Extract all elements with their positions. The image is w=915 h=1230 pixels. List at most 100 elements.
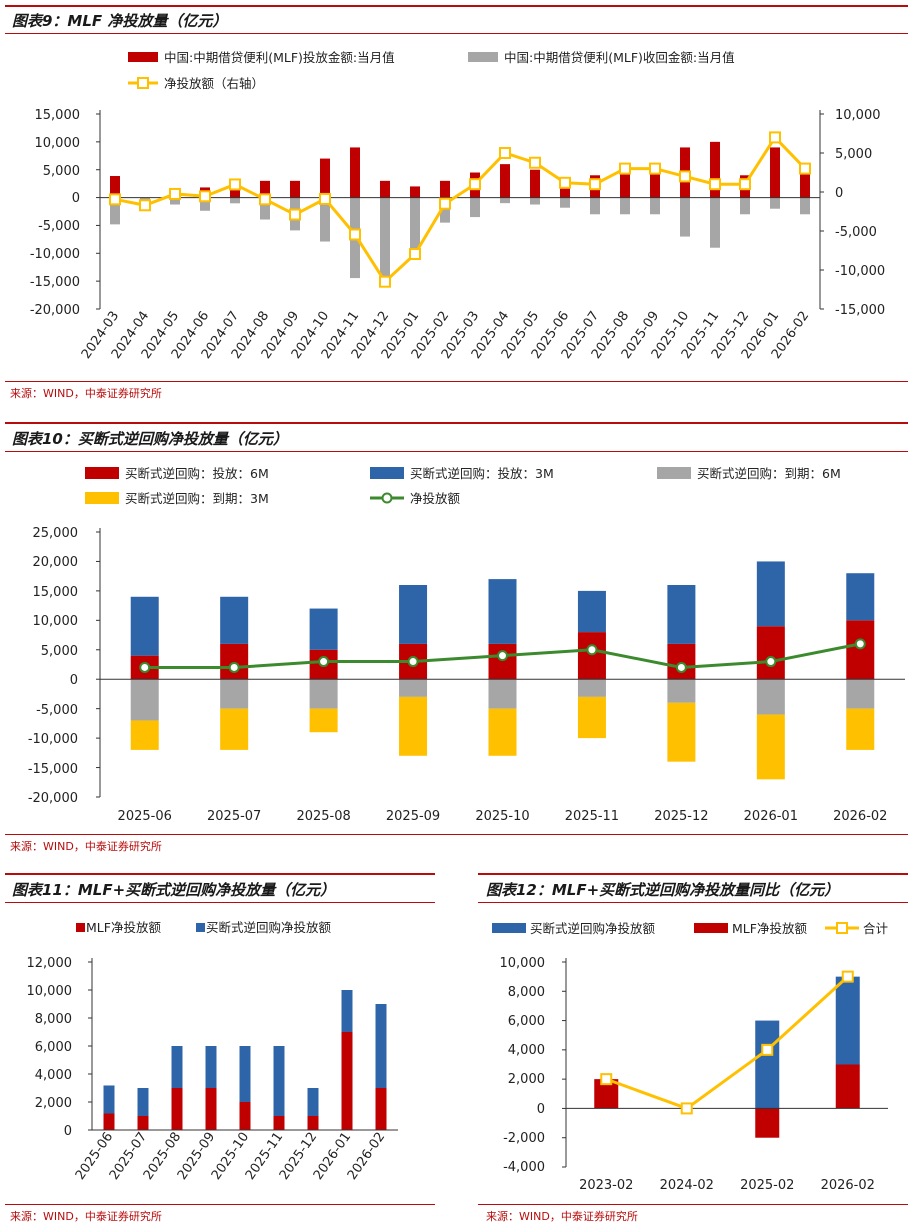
mlf-redeem-bar-2025-02 bbox=[440, 197, 450, 223]
mlf-issue-bar-2025-11 bbox=[710, 141, 720, 198]
chart11-axis: 12,000 10,000 8,000 6,000 4,000 2,000 0 bbox=[27, 956, 73, 1139]
rrp-6m-mature-bar-2025-11 bbox=[577, 679, 606, 697]
rrp11-bar-2026-01 bbox=[341, 990, 353, 1032]
tick12-2000: 2,000 bbox=[508, 1072, 545, 1087]
mlf-redeem-bar-2025-10 bbox=[680, 197, 690, 237]
chart10-title: 图表10：买断式逆回购净投放量（亿元） bbox=[12, 430, 288, 448]
net10-point-2025-06 bbox=[139, 661, 151, 673]
mlf-issue-bar-2024-12 bbox=[380, 180, 390, 198]
chart9-title: 图表9：MLF 净投放量（亿元） bbox=[12, 12, 228, 30]
mlf-redeem-bar-2025-08 bbox=[620, 197, 630, 215]
tick-left-15000: 15,000 bbox=[35, 108, 81, 123]
chart11-legend: MLF净投放额 买断式逆回购净投放额 bbox=[76, 920, 332, 935]
rrp11-bar-2025-12 bbox=[307, 1088, 319, 1116]
net-point-2026-01 bbox=[769, 131, 781, 144]
total12-point-2024-02 bbox=[680, 1102, 693, 1115]
mlf11-bar-2025-07 bbox=[137, 1116, 149, 1130]
rrp-6m-issue-bar-2025-11 bbox=[577, 632, 606, 680]
net-point-2024-12 bbox=[379, 275, 391, 288]
mlf-issue-bar-2024-10 bbox=[320, 158, 330, 198]
rrp-3m-issue-bar-2026-02 bbox=[846, 573, 875, 621]
net-point-2025-06 bbox=[559, 176, 571, 189]
legend-swatch-rrp12 bbox=[492, 923, 526, 933]
tick10-neg15000: -15,000 bbox=[28, 762, 78, 777]
rrp-6m-issue-bar-2025-10 bbox=[488, 643, 517, 680]
total12-point-2025-02 bbox=[761, 1043, 774, 1056]
legend-label-6m-mature: 买断式逆回购：到期：6M bbox=[697, 466, 841, 481]
chart12-axis: 10,000 8,000 6,000 4,000 2,000 0 -2,000 … bbox=[500, 956, 546, 1175]
chart9-net-line bbox=[114, 134, 807, 285]
tick12-0: 0 bbox=[537, 1102, 545, 1117]
net-point-2024-03 bbox=[109, 193, 121, 206]
chart12-x-label-2023-02: 2023-02 bbox=[579, 1178, 633, 1193]
mlf-issue-bar-2024-07 bbox=[230, 186, 240, 198]
net-point-2026-02 bbox=[799, 162, 811, 175]
rrp-3m-issue-bar-2025-10 bbox=[488, 579, 517, 644]
mlf11-bar-2025-06 bbox=[103, 1113, 115, 1130]
rrp-6m-mature-bar-2025-09 bbox=[399, 679, 428, 697]
rrp-6m-mature-bar-2025-06 bbox=[130, 679, 159, 721]
chart11-top-rule bbox=[5, 873, 435, 875]
mlf-redeem-bar-2024-07 bbox=[230, 197, 240, 204]
net10-point-2025-10 bbox=[497, 650, 508, 662]
legend-label-net10: 净投放额 bbox=[410, 491, 461, 506]
chart11-source-rule bbox=[5, 1204, 435, 1205]
mlf-redeem-bar-2025-06 bbox=[560, 197, 570, 208]
tick-right-5000: 5,000 bbox=[835, 147, 872, 162]
tick10-5000: 5,000 bbox=[41, 644, 78, 659]
rrp11-bar-2025-10 bbox=[239, 1046, 251, 1102]
net-point-2024-11 bbox=[349, 228, 361, 241]
mlf-issue-bar-2025-04 bbox=[500, 164, 510, 198]
net-point-2024-08 bbox=[259, 193, 271, 206]
chart9-title-rule bbox=[5, 33, 908, 34]
rrp11-bar-2025-08 bbox=[171, 1046, 183, 1088]
rrp-3m-mature-bar-2026-02 bbox=[846, 708, 875, 750]
mlf-redeem-bar-2024-06 bbox=[200, 197, 210, 211]
legend-label-net: 净投放额（右轴） bbox=[164, 76, 264, 91]
mlf-issue-bar-2025-05 bbox=[530, 169, 540, 198]
chart12-title: 图表12：MLF+买断式逆回购净投放量同比（亿元） bbox=[486, 881, 840, 899]
chart10-top-rule bbox=[5, 422, 908, 424]
rrp-6m-mature-bar-2025-10 bbox=[488, 679, 517, 709]
tick12-8000: 8,000 bbox=[508, 985, 545, 1000]
legend-label-rrp11: 买断式逆回购净投放额 bbox=[206, 920, 332, 935]
mlf11-bar-2026-02 bbox=[375, 1088, 387, 1130]
chart9-svg: 中国:中期借贷便利(MLF)投放金额:当月值 中国:中期借贷便利(MLF)收回金… bbox=[30, 50, 885, 362]
tick-left-10000: 10,000 bbox=[35, 136, 81, 151]
rrp-6m-mature-bar-2025-07 bbox=[220, 679, 249, 709]
tick12-neg2000: -2,000 bbox=[503, 1131, 545, 1146]
tick11-8000: 8,000 bbox=[35, 1012, 72, 1027]
mlf-issue-bar-2026-01 bbox=[770, 147, 780, 198]
net-point-2025-03 bbox=[469, 178, 481, 191]
mlf-redeem-bar-2025-12 bbox=[740, 197, 750, 215]
legend-swatch-rrp11 bbox=[196, 923, 205, 932]
rrp12-bar-2026-02 bbox=[835, 976, 860, 1065]
legend-marker-net10 bbox=[381, 492, 393, 504]
mlf-redeem-bar-2025-09 bbox=[650, 197, 660, 215]
net10-point-2025-07 bbox=[228, 661, 240, 673]
mlf-redeem-bar-2025-04 bbox=[500, 197, 510, 204]
tick11-10000: 10,000 bbox=[27, 984, 73, 999]
tick-right-neg5000: -5,000 bbox=[835, 225, 877, 240]
rrp-6m-issue-bar-2025-07 bbox=[220, 643, 249, 680]
mlf-issue-bar-2026-02 bbox=[800, 172, 810, 198]
net-point-2025-04 bbox=[499, 147, 511, 159]
tick10-25000: 25,000 bbox=[33, 526, 79, 541]
total12-point-2023-02 bbox=[600, 1073, 613, 1086]
mlf-redeem-bar-2024-12 bbox=[380, 197, 390, 279]
rrp-3m-issue-bar-2025-12 bbox=[667, 585, 696, 644]
legend-label-6m-issue: 买断式逆回购：投放：6M bbox=[125, 466, 269, 481]
legend-swatch-6m-mature bbox=[657, 467, 691, 479]
rrp-3m-mature-bar-2025-06 bbox=[130, 720, 159, 750]
net-point-2025-11 bbox=[709, 178, 721, 191]
mlf-redeem-bar-2025-07 bbox=[590, 197, 600, 215]
net10-point-2025-12 bbox=[675, 661, 687, 673]
mlf-redeem-bar-2025-01 bbox=[410, 197, 420, 254]
mlf11-bar-2026-01 bbox=[341, 1032, 353, 1130]
chart10-x-label-2025-12: 2025-12 bbox=[654, 809, 708, 824]
tick12-neg4000: -4,000 bbox=[503, 1160, 545, 1175]
net-point-2025-02 bbox=[439, 197, 451, 210]
chart10-svg: 买断式逆回购：投放：6M 买断式逆回购：投放：3M 买断式逆回购：到期：6M 买… bbox=[28, 466, 905, 824]
tick-right-neg15000: -15,000 bbox=[835, 303, 885, 318]
rrp-3m-issue-bar-2025-11 bbox=[577, 590, 606, 633]
